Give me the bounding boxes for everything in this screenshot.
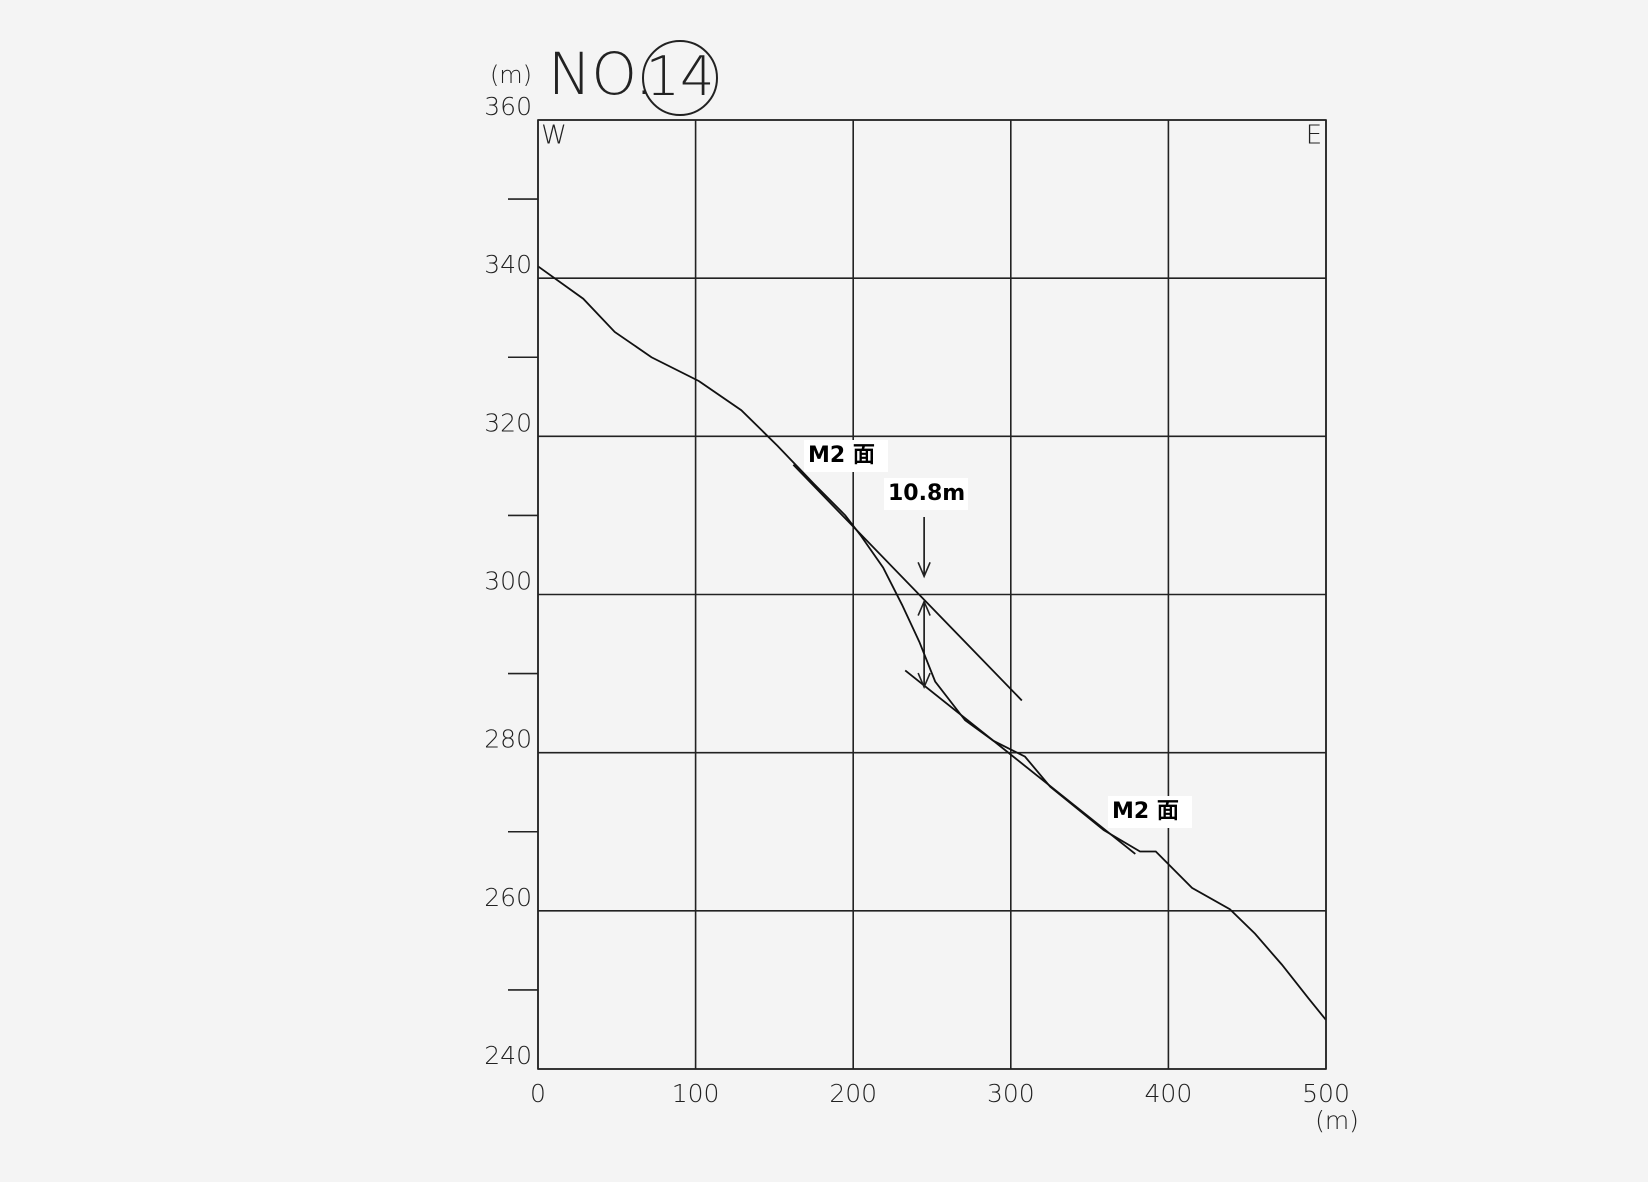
y-tick-label: 240 (484, 1041, 532, 1070)
x-tick-label: 100 (672, 1079, 720, 1108)
label-background (884, 478, 968, 510)
y-tick-label: 300 (484, 567, 532, 596)
plot-frame (537, 119, 1327, 1070)
annotation: 10.8m (888, 481, 965, 506)
chart-title-number: 14 (646, 45, 715, 108)
corner-label: W (541, 121, 567, 151)
x-tick-label: 300 (987, 1079, 1035, 1108)
y-tick-label: 320 (484, 408, 532, 437)
x-tick-label: 400 (1145, 1079, 1193, 1108)
x-tick-label: 0 (530, 1079, 546, 1108)
annotation: M2 面 (808, 443, 875, 468)
chart-title: NO. (548, 40, 653, 108)
arrow-head (917, 599, 931, 616)
y-unit: (m) (490, 61, 532, 89)
x-tick-label: 200 (829, 1079, 877, 1108)
y-tick-label: 260 (484, 883, 532, 912)
arrow-head (917, 561, 931, 579)
corner-label: E (1306, 121, 1322, 151)
y-tick-label: 280 (484, 725, 532, 754)
tangent-line (792, 464, 1023, 702)
annotation: M2 面 (1112, 799, 1179, 824)
label-background (804, 440, 888, 472)
x-unit: (m) (1315, 1106, 1359, 1135)
tangent-line (904, 669, 1136, 855)
y-tick-label: 360 (484, 92, 532, 121)
profile-line (537, 265, 1327, 1021)
arrow-head (917, 672, 931, 690)
label-background (1108, 796, 1192, 828)
title-circle (642, 40, 718, 116)
y-tick-label: 340 (484, 250, 532, 279)
x-tick-label: 500 (1302, 1079, 1350, 1108)
